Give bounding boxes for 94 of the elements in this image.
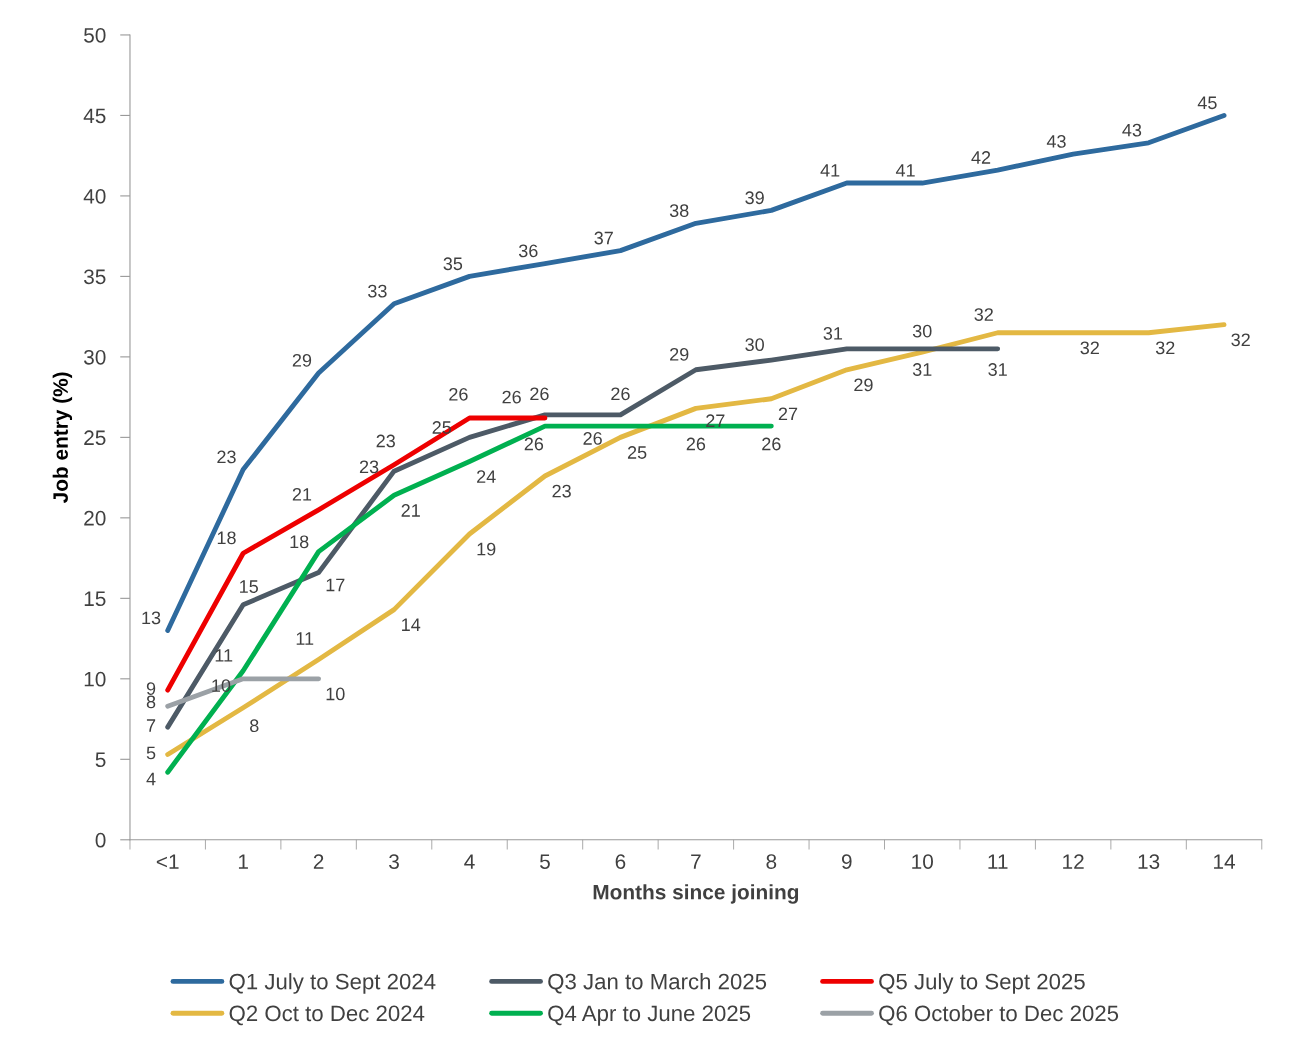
x-tick-label: 6 [615, 854, 626, 869]
data-label: 21 [401, 504, 420, 517]
data-label: 11 [296, 632, 314, 645]
x-tick-label: 9 [841, 854, 852, 869]
data-label: 17 [326, 578, 345, 592]
data-label: 10 [326, 687, 345, 701]
data-label: 26 [686, 437, 706, 451]
data-label: 32 [1155, 341, 1175, 355]
line-series [165, 322, 1227, 757]
y-tick-label: 35 [83, 269, 106, 285]
data-label: 23 [217, 450, 236, 464]
legend-label: Q5 July to Sept 2025 [879, 973, 1085, 994]
x-tick-label: 1 [238, 854, 248, 869]
data-label: 30 [912, 324, 932, 338]
x-tick-label: 11 [988, 854, 1008, 869]
x-axis-title: Months since joining [593, 884, 799, 904]
data-label: 26 [762, 437, 781, 451]
data-label: 24 [477, 470, 496, 483]
y-axis-title: Job entry (%) [52, 372, 73, 504]
x-tick-label: 13 [1138, 854, 1160, 869]
data-label: 9 [146, 682, 156, 695]
data-label: 23 [359, 460, 379, 474]
data-label: 8 [146, 695, 156, 709]
y-tick-label: 5 [95, 752, 106, 768]
data-label: 26 [611, 387, 630, 401]
y-tick-label: 15 [84, 591, 106, 607]
data-label: 27 [778, 407, 798, 421]
data-label: 32 [1231, 333, 1250, 347]
data-label: 36 [518, 244, 538, 258]
data-label: 21 [292, 487, 312, 501]
data-label: 31 [988, 363, 1007, 376]
data-label: 23 [552, 484, 571, 498]
data-label: 25 [432, 421, 452, 434]
y-tick-label: 0 [95, 832, 106, 848]
y-tick-label: 30 [83, 349, 106, 365]
data-label: 11 [215, 649, 233, 662]
x-tick-label: 2 [313, 854, 324, 869]
x-tick-label: 4 [464, 854, 475, 869]
data-label: 30 [745, 338, 764, 352]
data-label: 23 [376, 434, 395, 448]
data-label: 26 [502, 390, 521, 404]
data-label: 37 [594, 231, 613, 245]
data-label: 26 [524, 437, 544, 451]
x-tick-label: <1 [156, 854, 179, 869]
data-label: 19 [477, 542, 496, 556]
data-label: 43 [1122, 123, 1142, 137]
x-tick-label: 10 [912, 854, 933, 869]
y-tick-label: 25 [84, 430, 106, 446]
data-label: 35 [443, 257, 463, 271]
data-label: 31 [823, 327, 843, 340]
x-tick-label: 14 [1214, 854, 1236, 869]
data-label: 41 [895, 164, 915, 177]
data-label: 26 [530, 387, 549, 401]
data-label: 29 [292, 353, 312, 367]
x-tick-label: 8 [766, 854, 777, 869]
x-tick-label: 5 [540, 854, 550, 869]
data-label: 32 [1080, 341, 1099, 355]
data-label: 15 [240, 580, 258, 593]
y-tick-label: 50 [84, 27, 106, 43]
data-label: 14 [402, 618, 421, 631]
data-label: 41 [820, 164, 840, 177]
data-label: 31 [912, 363, 932, 376]
data-label: 5 [146, 746, 156, 760]
data-label: 18 [290, 535, 309, 549]
legend-label: Q4 Apr to June 2025 [548, 1005, 751, 1026]
data-label: 38 [669, 204, 689, 218]
data-label: 8 [250, 719, 259, 733]
data-label: 29 [854, 378, 873, 392]
data-label: 26 [449, 387, 468, 401]
y-tick-label: 40 [83, 188, 106, 204]
x-tick-label: 3 [389, 854, 399, 869]
x-tick-label: 7 [691, 854, 701, 869]
data-label: 18 [217, 531, 236, 545]
legend-label: Q1 July to Sept 2024 [229, 973, 436, 994]
legend-label: Q3 Jan to March 2025 [548, 973, 767, 994]
legend-label: Q2 Oct to Dec 2024 [229, 1005, 425, 1026]
x-tick-label: 12 [1063, 854, 1084, 869]
data-label: 39 [745, 191, 764, 205]
data-label: 26 [583, 432, 602, 445]
data-label: 32 [974, 308, 993, 321]
data-label: 45 [1197, 96, 1217, 110]
data-label: 42 [971, 151, 991, 164]
data-label: 13 [142, 611, 161, 625]
legend-label: Q6 October to Dec 2025 [879, 1004, 1119, 1026]
data-label: 4 [146, 772, 156, 786]
line-series [165, 113, 1227, 633]
data-label: 29 [670, 347, 689, 361]
data-label: 43 [1046, 135, 1066, 148]
data-label: 7 [146, 719, 156, 732]
data-label: 33 [368, 284, 387, 298]
y-tick-label: 10 [84, 671, 106, 687]
y-tick-label: 45 [83, 108, 106, 124]
data-label: 25 [627, 446, 647, 459]
y-tick-label: 20 [84, 510, 106, 526]
